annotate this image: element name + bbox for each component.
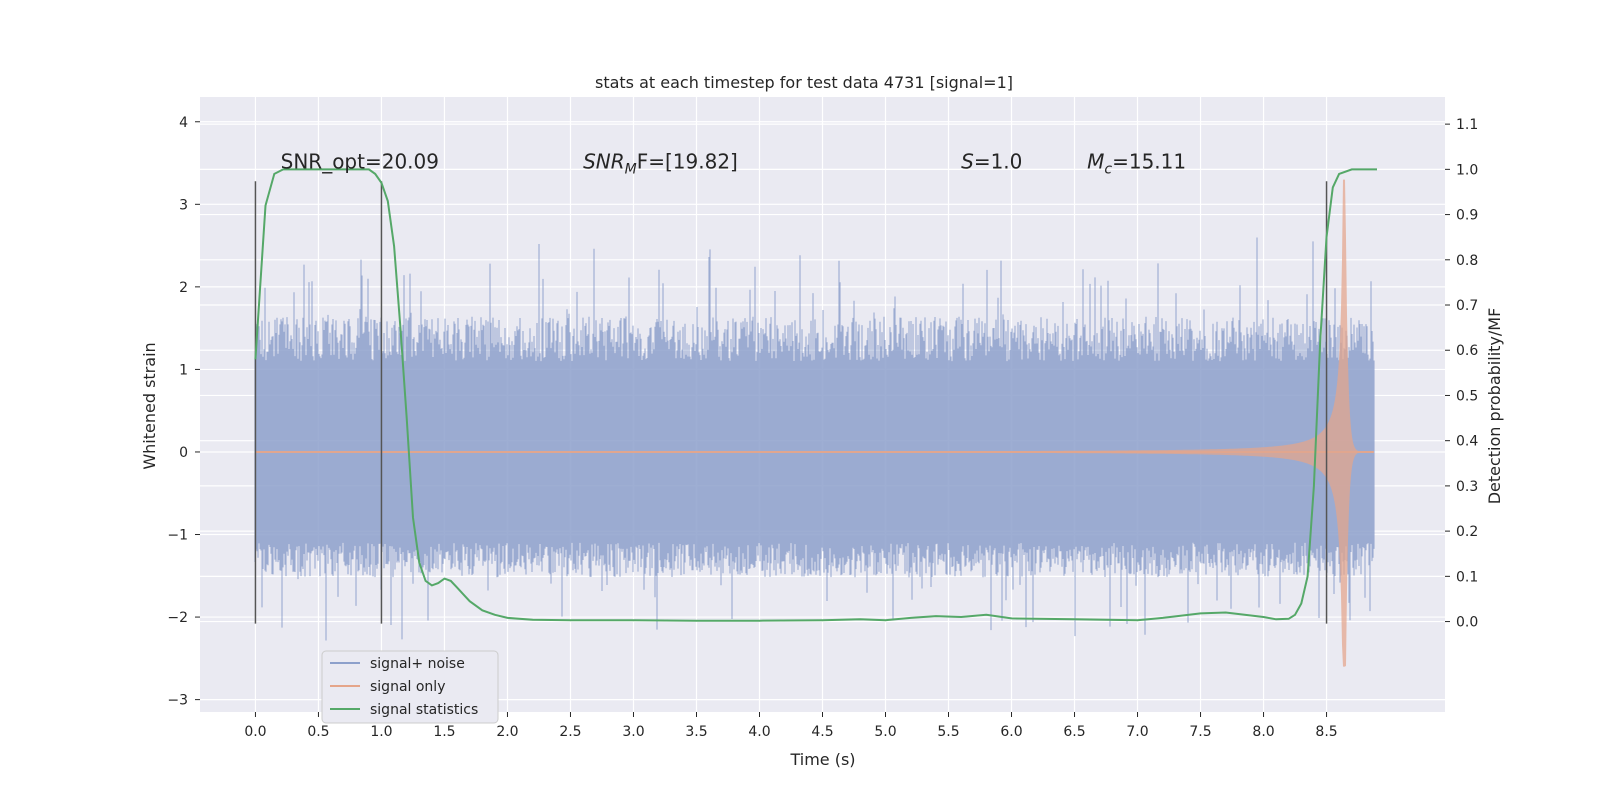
x-tick-label: 0.0 bbox=[244, 724, 266, 740]
annotation-1: SNRMF=[19.82] bbox=[583, 149, 738, 177]
y2-tick-label: 0.1 bbox=[1456, 569, 1478, 585]
y2-tick-label: 0.0 bbox=[1456, 615, 1478, 631]
y-tick-label: 2 bbox=[179, 280, 188, 296]
y2-tick-label: 0.8 bbox=[1456, 253, 1478, 269]
y2-tick-label: 1.0 bbox=[1456, 162, 1478, 178]
y2-tick-label: 0.9 bbox=[1456, 208, 1478, 224]
x-tick-label: 0.5 bbox=[307, 724, 329, 740]
y2-tick-label: 0.5 bbox=[1456, 388, 1478, 404]
legend-label-signal-only: signal only bbox=[370, 679, 445, 695]
x-tick-label: 2.0 bbox=[496, 724, 518, 740]
x-tick-label: 5.0 bbox=[874, 724, 896, 740]
x-tick-label: 4.0 bbox=[748, 724, 770, 740]
y-tick-label: 0 bbox=[179, 445, 188, 461]
x-tick-label: 8.0 bbox=[1252, 724, 1274, 740]
annotation-3: Mc=15.11 bbox=[1087, 149, 1186, 177]
legend-label-signal-noise: signal+ noise bbox=[370, 656, 465, 672]
x-tick-label: 3.5 bbox=[685, 724, 707, 740]
x-tick-label: 5.5 bbox=[937, 724, 959, 740]
x-axis-label: Time (s) bbox=[789, 750, 855, 769]
y2-axis-ticks: 0.0 0.1 0.2 0.3 0.4 0.5 0.6 0.7 0.8 0.9 1.0 1.1 bbox=[1445, 117, 1478, 631]
y2-tick-label: 0.6 bbox=[1456, 343, 1478, 359]
legend: signal+ noise signal only signal statist… bbox=[321, 650, 499, 724]
y-tick-label: −2 bbox=[167, 610, 188, 626]
y2-tick-label: 0.7 bbox=[1456, 298, 1478, 314]
y-axis-label: Whitened strain bbox=[140, 342, 159, 469]
y2-tick-label: 0.3 bbox=[1456, 479, 1478, 495]
legend-box bbox=[321, 650, 499, 724]
x-tick-label: 6.5 bbox=[1063, 724, 1085, 740]
x-axis-ticks: 0.0 0.5 1.0 1.5 2.0 2.5 3.0 3.5 4.0 4.5 5.0 5.5 6.0 6… bbox=[244, 712, 1338, 740]
annotations: SNR_opt=20.09 SNRMF=[19.82] S=1.0 Mc=15.11 bbox=[281, 149, 1186, 177]
vertical-markers bbox=[254, 181, 1328, 624]
x-tick-label: 1.5 bbox=[433, 724, 455, 740]
signal-statistics-series bbox=[254, 168, 1377, 622]
x-tick-label: 7.5 bbox=[1189, 724, 1211, 740]
chart-title: stats at each timestep for test data 473… bbox=[595, 73, 1013, 92]
x-tick-label: 6.0 bbox=[1000, 724, 1022, 740]
x-tick-label: 8.5 bbox=[1315, 724, 1337, 740]
legend-label-signal-statistics: signal statistics bbox=[370, 702, 478, 718]
y-tick-label: 3 bbox=[179, 197, 188, 213]
y2-tick-label: 0.2 bbox=[1456, 524, 1478, 540]
x-tick-label: 4.5 bbox=[811, 724, 833, 740]
y2-tick-label: 0.4 bbox=[1456, 434, 1478, 450]
x-tick-label: 3.0 bbox=[622, 724, 644, 740]
y-tick-label: 1 bbox=[179, 362, 188, 378]
annotation-0: SNR_opt=20.09 bbox=[281, 149, 439, 173]
y2-tick-label: 1.1 bbox=[1456, 117, 1478, 133]
y2-axis-label: Detection probability/MF bbox=[1485, 308, 1504, 505]
y-tick-label: 4 bbox=[179, 115, 188, 131]
y-axis-ticks: −3 −2 −1 0 1 2 3 4 bbox=[167, 115, 200, 709]
signal-statistics-line bbox=[254, 168, 1377, 622]
signal-only-series bbox=[255, 179, 1374, 667]
annotation-2: S=1.0 bbox=[961, 149, 1022, 173]
x-tick-label: 2.5 bbox=[559, 724, 581, 740]
x-tick-label: 7.0 bbox=[1126, 724, 1148, 740]
y-tick-label: −1 bbox=[167, 528, 188, 544]
y-tick-label: −3 bbox=[167, 693, 188, 709]
x-tick-label: 1.0 bbox=[370, 724, 392, 740]
